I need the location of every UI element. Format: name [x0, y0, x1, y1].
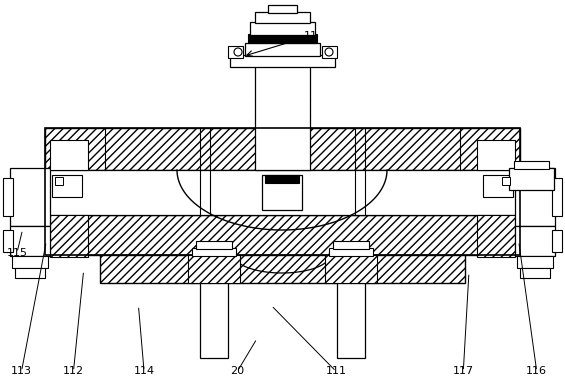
Text: 113: 113 [11, 366, 32, 377]
Bar [502, 177, 510, 185]
Bar [200, 283, 228, 358]
Bar [333, 241, 369, 249]
Text: 112: 112 [63, 366, 84, 377]
Bar [12, 256, 48, 268]
Bar [520, 268, 550, 278]
Bar [192, 248, 236, 256]
Bar [15, 268, 45, 278]
Text: 114: 114 [133, 366, 155, 377]
Bar [245, 43, 320, 56]
Text: 11: 11 [304, 31, 318, 41]
Text: 117: 117 [453, 366, 474, 377]
Circle shape [234, 48, 242, 56]
Bar [50, 140, 88, 170]
Bar [477, 215, 515, 257]
Bar [509, 168, 554, 190]
Bar [268, 5, 297, 13]
Bar [3, 230, 13, 252]
Bar [52, 175, 82, 197]
Text: 111: 111 [325, 366, 347, 377]
Bar [230, 55, 335, 67]
Bar [50, 215, 88, 257]
Bar [3, 178, 13, 216]
Bar [255, 12, 310, 23]
Bar [45, 128, 520, 255]
Bar [329, 248, 373, 256]
Bar [10, 226, 50, 256]
Bar [196, 241, 232, 249]
Bar [262, 175, 302, 210]
Circle shape [325, 48, 333, 56]
Text: 116: 116 [526, 366, 547, 377]
Text: 20: 20 [231, 366, 244, 377]
Bar [10, 168, 50, 226]
Bar [228, 46, 243, 58]
Text: 115: 115 [6, 248, 28, 258]
Bar [265, 175, 299, 183]
Bar [255, 65, 310, 170]
Bar [322, 46, 337, 58]
Bar [517, 256, 553, 268]
Bar [514, 161, 549, 169]
Bar [250, 22, 315, 35]
Bar [325, 255, 377, 283]
Bar [248, 34, 317, 43]
Bar [45, 128, 520, 170]
Bar [337, 283, 365, 358]
Bar [515, 226, 555, 256]
Bar [552, 230, 562, 252]
Bar [483, 175, 513, 197]
Bar [55, 177, 63, 185]
Bar [188, 255, 240, 283]
Bar [45, 215, 520, 255]
Bar [515, 168, 555, 226]
Bar [552, 178, 562, 216]
Bar [45, 170, 520, 215]
Bar [477, 140, 515, 170]
Bar [100, 255, 465, 283]
